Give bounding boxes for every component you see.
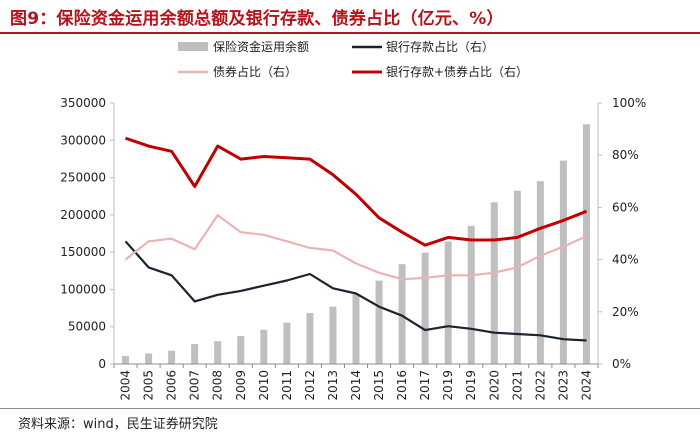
x-axis: 2004 2005 2006 2007 2008 2009 2010 2011 2012 2013… <box>113 363 599 401</box>
right-tick-label: 100% <box>612 96 646 110</box>
right-tick-label: 40% <box>612 253 639 267</box>
left-tick-label: 0 <box>98 357 106 371</box>
x-tick-label: 2004 <box>119 370 133 401</box>
x-tick-label: 2015 <box>372 370 386 401</box>
legend: 保险资金运用余额 银行存款占比（右） 债券占比（右） 银行存款+债券占比（右） <box>178 39 528 79</box>
x-tick-label: 2019 <box>441 370 455 401</box>
balance-bar <box>582 124 590 364</box>
x-tick-label: 2024 <box>579 370 593 401</box>
x-tick-label: 2012 <box>303 370 317 401</box>
balance-bar <box>559 160 567 364</box>
balance-bar <box>306 312 314 364</box>
left-tick-label: 250000 <box>60 171 106 185</box>
x-tick-label: 2005 <box>142 370 156 401</box>
left-tick-label: 300000 <box>60 133 106 147</box>
balance-bar <box>145 353 153 364</box>
left-tick-label: 50000 <box>68 320 106 334</box>
balance-bar <box>444 241 452 364</box>
left-tick-label: 100000 <box>60 282 106 296</box>
balance-bar <box>490 202 498 364</box>
balance-bar <box>122 355 130 364</box>
x-tick-label: 2017 <box>418 370 432 401</box>
x-tick-label: 2010 <box>257 370 271 401</box>
x-tick-label: 2021 <box>510 370 524 401</box>
balance-bar <box>191 344 199 364</box>
title-divider <box>0 32 700 34</box>
x-tick-label: 2020 <box>487 370 501 401</box>
balance-bars <box>122 124 590 364</box>
x-tick-label: 2013 <box>326 370 340 401</box>
bank-plus-bond-ratio-line <box>125 136 588 247</box>
legend-label-bond: 债券占比（右） <box>213 64 297 79</box>
x-tick-label: 2007 <box>188 370 202 401</box>
x-tick-label: 2016 <box>395 370 409 401</box>
right-tick-label: 0% <box>612 357 631 371</box>
left-axis: 0 50000 100000 150000 200000 250000 300000 3500… <box>60 96 115 371</box>
legend-label-bank: 银行存款占比（右） <box>386 39 494 54</box>
balance-bar <box>513 190 521 364</box>
balance-bar <box>237 336 245 364</box>
balance-bar <box>260 329 268 364</box>
balance-bar <box>283 322 291 364</box>
right-tick-label: 20% <box>612 305 639 319</box>
left-tick-label: 200000 <box>60 208 106 222</box>
legend-swatch-balance <box>178 42 208 51</box>
bank-deposit-ratio-line <box>124 240 587 342</box>
balance-bar <box>352 294 360 364</box>
legend-label-combined: 银行存款+债券占比（右） <box>386 64 528 79</box>
x-tick-label: 2006 <box>165 370 179 401</box>
x-tick-label: 2011 <box>280 370 294 401</box>
balance-bar <box>375 280 383 364</box>
ratio-lines <box>124 136 588 342</box>
balance-bar <box>421 252 429 364</box>
x-tick-label: 2008 <box>211 370 225 401</box>
x-tick-label: 2014 <box>349 370 363 401</box>
chart-title: 图9：保险资金运用余额总额及银行存款、债券占比（亿元、%） <box>10 9 504 29</box>
left-tick-label: 150000 <box>60 245 106 259</box>
balance-bar <box>398 264 406 364</box>
balance-bar <box>467 225 475 364</box>
legend-label-balance: 保险资金运用余额 <box>213 39 309 54</box>
x-tick-label: 2009 <box>234 370 248 401</box>
right-axis: 0% 20% 40% 60% 80% 100% <box>597 96 646 371</box>
x-tick-label: 2022 <box>533 370 547 401</box>
balance-bar <box>168 350 176 364</box>
right-tick-label: 60% <box>612 200 639 214</box>
x-tick-label: 2019 <box>464 370 478 401</box>
source-divider <box>0 408 700 409</box>
left-tick-label: 350000 <box>60 96 106 110</box>
chart-canvas: 保险资金运用余额 银行存款占比（右） 债券占比（右） 银行存款+债券占比（右） … <box>60 39 646 401</box>
bond-ratio-line <box>124 214 587 281</box>
source-note: 资料来源：wind，民生证券研究院 <box>18 417 218 432</box>
balance-bar <box>329 306 337 364</box>
x-tick-label: 2023 <box>556 370 570 401</box>
right-tick-label: 80% <box>612 148 639 162</box>
balance-bar <box>214 341 222 364</box>
balance-bar <box>536 181 544 364</box>
